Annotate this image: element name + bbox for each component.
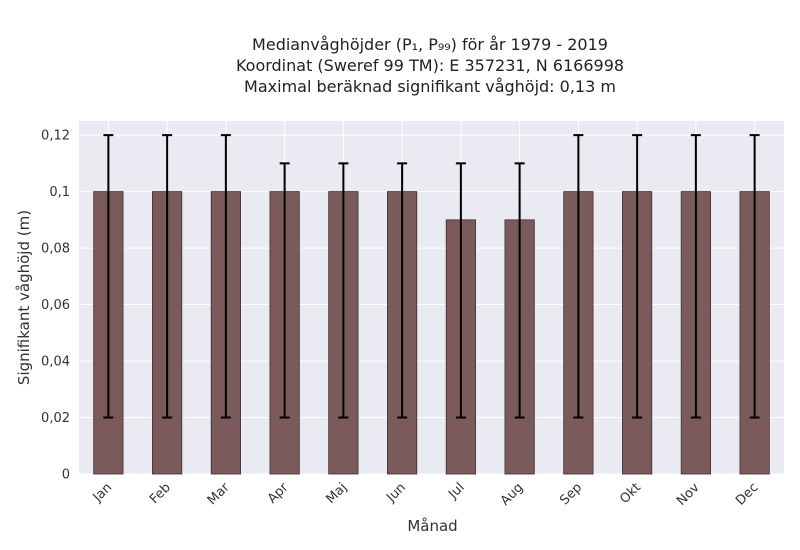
x-tick-label: Aug bbox=[498, 480, 527, 509]
y-tick-label: 0,12 bbox=[41, 129, 70, 144]
x-tick-label: Maj bbox=[323, 480, 350, 507]
chart-title-line-3: Maximal beräknad signifikant våghöjd: 0,… bbox=[244, 77, 616, 96]
x-tick-label: Apr bbox=[265, 480, 292, 507]
x-tick-label: Okt bbox=[617, 480, 644, 507]
y-tick-label: 0,04 bbox=[41, 355, 70, 370]
y-axis-ticks: 0 0,02 0,04 0,06 0,08 0,1 0,12 bbox=[41, 129, 70, 483]
y-tick-label: 0,1 bbox=[49, 185, 70, 200]
y-tick-label: 0,06 bbox=[41, 298, 70, 313]
chart-title-line-2: Koordinat (Sweref 99 TM): E 357231, N 61… bbox=[235, 56, 625, 75]
y-tick-label: 0,08 bbox=[41, 242, 70, 257]
x-tick-label: Jan bbox=[90, 480, 115, 505]
y-tick-label: 0 bbox=[62, 468, 70, 483]
chart-title: Medianvåghöjder (P₁, P₉₉) för år 1979 - … bbox=[30, 34, 800, 97]
chart-title-line-1: Medianvåghöjder (P₁, P₉₉) för år 1979 - … bbox=[252, 35, 608, 54]
x-tick-label: Nov bbox=[674, 480, 703, 509]
x-tick-label: Jun bbox=[383, 480, 409, 506]
x-tick-label: Dec bbox=[733, 480, 761, 508]
x-tick-label: Sep bbox=[557, 480, 585, 508]
x-axis-ticks: Jan Feb Mar Apr Maj Jun Jul Aug Sep Okt Nov Dec bbox=[90, 480, 762, 509]
y-tick-label: 0,02 bbox=[41, 411, 70, 426]
y-axis-label: Signifikant våghöjd (m) bbox=[15, 210, 33, 385]
x-axis-label: Månad bbox=[407, 517, 457, 535]
error-bars bbox=[103, 134, 760, 419]
x-tick-label: Jul bbox=[445, 480, 467, 502]
x-tick-label: Feb bbox=[147, 480, 174, 507]
plot-area bbox=[79, 121, 784, 474]
x-tick-label: Mar bbox=[205, 480, 233, 508]
